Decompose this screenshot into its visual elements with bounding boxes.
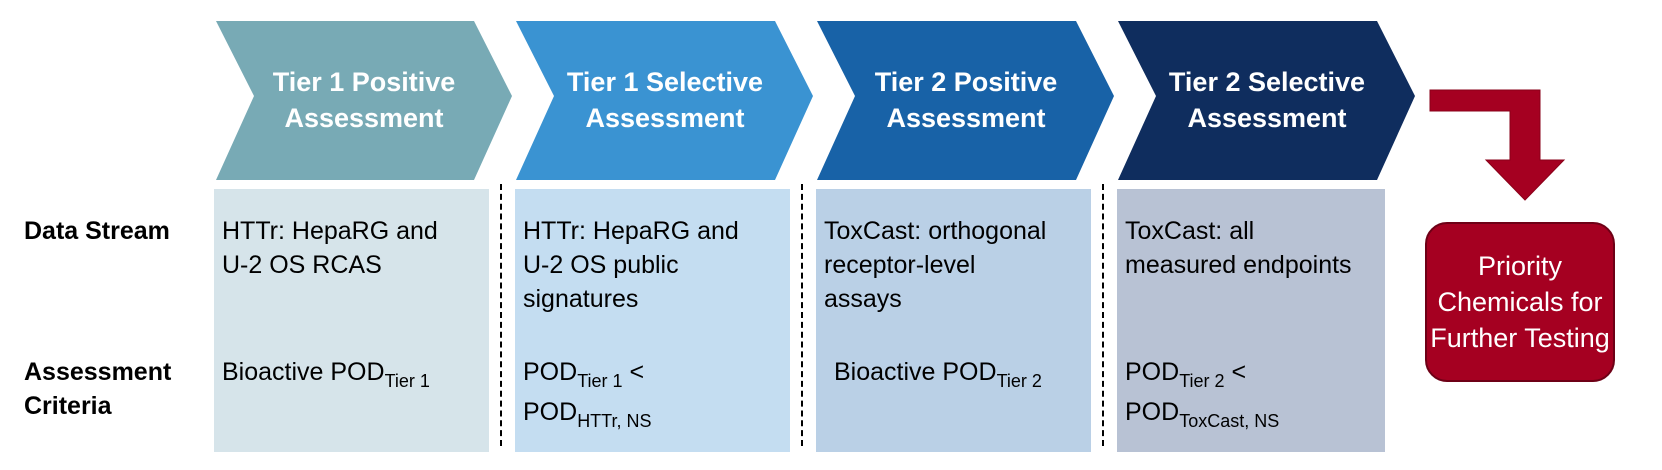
data-stream-line: signatures — [523, 285, 639, 313]
tier1-positive-panel — [214, 189, 489, 452]
tier-title-line2: Assessment — [585, 103, 745, 133]
data-stream-line: ToxCast: orthogonal — [824, 217, 1047, 245]
output-line: Chemicals for — [1437, 287, 1603, 317]
separator — [1102, 184, 1104, 446]
data-stream-line: ToxCast: all — [1125, 217, 1255, 245]
row-label-line: Assessment — [24, 358, 172, 386]
tier1-selective-panel — [515, 189, 790, 452]
tier2-positive-title: Tier 2 Positive Assessment — [846, 64, 1086, 136]
data-stream-line: measured endpoints — [1125, 251, 1352, 279]
data-stream-line: HTTr: HepaRG and — [222, 217, 438, 245]
chevron-tier2-selective — [1118, 21, 1415, 180]
tier1-positive-data-stream: HTTr: HepaRG and U-2 OS RCAS — [222, 214, 438, 282]
data-stream-line: receptor-level — [824, 251, 976, 279]
tier-title-line2: Assessment — [1187, 103, 1347, 133]
tier2-positive-panel — [816, 189, 1091, 452]
chevron-tier2-positive — [817, 21, 1114, 180]
criteria-operator: < — [622, 358, 645, 386]
data-stream-line: U-2 OS RCAS — [222, 251, 382, 279]
data-stream-line: assays — [824, 285, 902, 313]
criteria-subscript: Tier 1 — [384, 371, 430, 391]
tier1-positive-criteria: Bioactive PODTier 1 — [222, 355, 430, 391]
tier1-selective-data-stream: HTTr: HepaRG and U-2 OS public signature… — [523, 214, 739, 316]
chevron-tier1-selective — [516, 21, 813, 180]
criteria-text: Bioactive POD — [834, 358, 997, 386]
tier1-positive-title: Tier 1 Positive Assessment — [244, 64, 484, 136]
tier2-selective-criteria: PODTier 2 < PODToxCast, NS — [1125, 355, 1280, 431]
tier-title-line1: Tier 2 Selective — [1168, 67, 1366, 97]
criteria-subscript: Tier 2 — [996, 371, 1042, 391]
chevron-tier1-positive — [216, 21, 512, 180]
criteria-text: POD — [1125, 398, 1180, 426]
criteria-subscript: Tier 1 — [577, 371, 623, 391]
separator — [801, 184, 803, 446]
criteria-text: POD — [523, 398, 578, 426]
tier-title-line2: Assessment — [284, 103, 444, 133]
criteria-operator: < — [1224, 358, 1247, 386]
tier2-selective-data-stream: ToxCast: all measured endpoints — [1125, 214, 1352, 282]
tier1-selective-criteria: PODTier 1 < PODHTTr, NS — [523, 355, 652, 431]
tier2-positive-data-stream: ToxCast: orthogonal receptor-level assay… — [824, 214, 1046, 316]
separator — [500, 184, 502, 446]
tier2-positive-criteria: Bioactive PODTier 2 — [834, 355, 1042, 391]
data-stream-line: HTTr: HepaRG and — [523, 217, 739, 245]
output-line: Further Testing — [1430, 323, 1610, 353]
tier2-selective-panel — [1117, 189, 1385, 452]
tier-title-line1: Tier 1 Positive — [272, 67, 456, 97]
data-stream-line: U-2 OS public — [523, 251, 679, 279]
criteria-subscript: ToxCast, NS — [1179, 411, 1280, 431]
tier-title-line1: Tier 1 Selective — [566, 67, 764, 97]
bent-down-arrow-icon — [1429, 89, 1566, 201]
output-line: Priority — [1477, 251, 1562, 281]
row-label-data-stream: Data Stream — [24, 217, 170, 245]
criteria-subscript: HTTr, NS — [577, 411, 652, 431]
priority-chemicals-box: Priority Chemicals for Further Testing — [1425, 222, 1615, 382]
tier2-selective-title: Tier 2 Selective Assessment — [1147, 64, 1387, 136]
row-label-criteria: Assessment Criteria — [24, 355, 171, 423]
tier-title-line1: Tier 2 Positive — [874, 67, 1058, 97]
tier1-selective-title: Tier 1 Selective Assessment — [545, 64, 785, 136]
criteria-text: POD — [1125, 358, 1180, 386]
row-label-line: Criteria — [24, 392, 112, 420]
criteria-text: Bioactive POD — [222, 358, 385, 386]
criteria-subscript: Tier 2 — [1179, 371, 1225, 391]
tier-title-line2: Assessment — [886, 103, 1046, 133]
criteria-text: POD — [523, 358, 578, 386]
